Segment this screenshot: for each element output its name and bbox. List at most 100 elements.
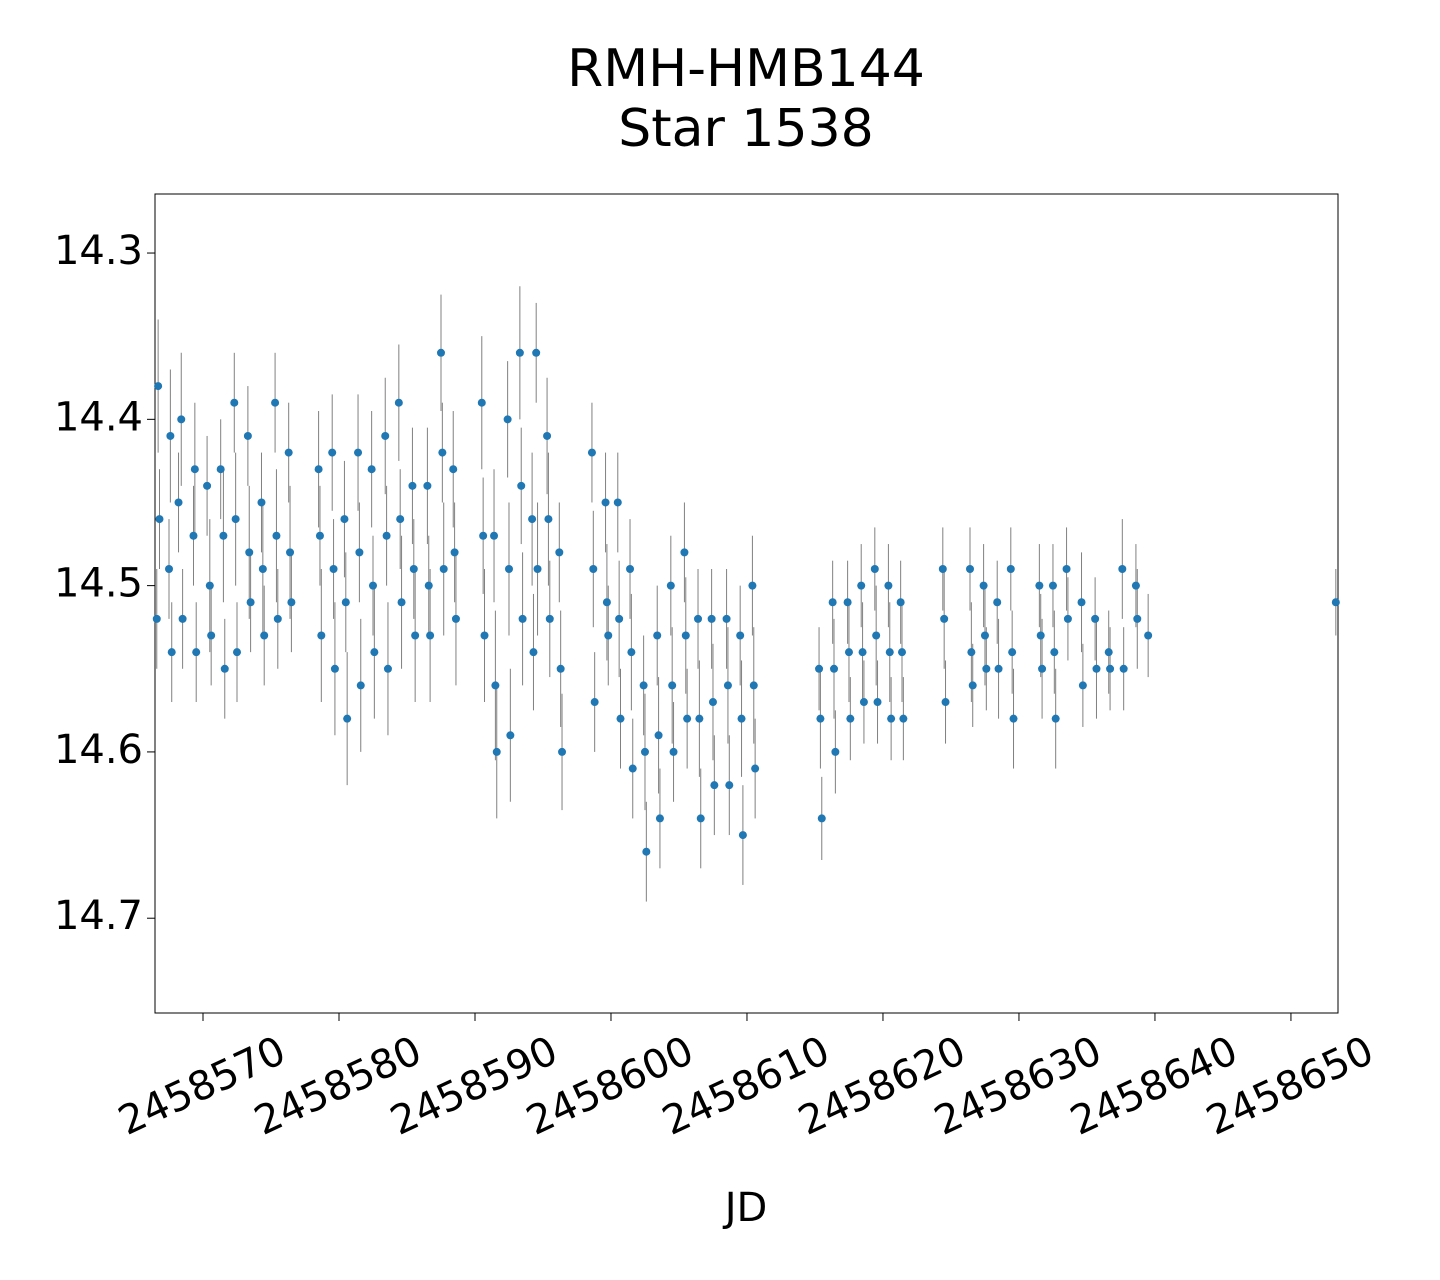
data-point: [613, 498, 622, 507]
data-point: [980, 631, 989, 640]
data-point: [370, 648, 379, 657]
data-point: [271, 398, 280, 407]
data-point: [887, 714, 896, 723]
data-point: [736, 631, 745, 640]
plot-frame: [154, 193, 1339, 1014]
data-point: [368, 581, 377, 590]
data-point: [828, 598, 837, 607]
data-point: [192, 648, 201, 657]
data-point: [203, 481, 212, 490]
data-point: [544, 515, 553, 524]
data-point: [532, 348, 541, 357]
data-point: [436, 348, 445, 357]
data-point: [1036, 631, 1045, 640]
data-point: [1144, 631, 1153, 640]
data-point: [451, 614, 460, 623]
data-point: [870, 564, 879, 573]
data-point: [273, 614, 282, 623]
data-point: [627, 648, 636, 657]
data-point: [1106, 664, 1115, 673]
data-point: [858, 648, 867, 657]
data-point: [383, 664, 392, 673]
data-point: [1006, 564, 1015, 573]
data-point: [518, 614, 527, 623]
data-point: [696, 814, 705, 823]
data-point: [426, 631, 435, 640]
data-point: [439, 564, 448, 573]
data-point: [968, 681, 977, 690]
data-point: [450, 548, 459, 557]
data-point: [846, 714, 855, 723]
data-point: [329, 564, 338, 573]
data-point: [1048, 581, 1057, 590]
data-point: [615, 614, 624, 623]
data-point: [284, 448, 293, 457]
data-point: [382, 531, 391, 540]
data-point: [1009, 714, 1018, 723]
data-point: [1078, 681, 1087, 690]
data-point: [994, 664, 1003, 673]
data-point: [219, 531, 228, 540]
data-point: [216, 465, 225, 474]
data-point: [166, 431, 175, 440]
data-point: [556, 664, 565, 673]
data-point: [707, 614, 716, 623]
data-point: [205, 581, 214, 590]
data-point: [354, 448, 363, 457]
data-point: [504, 564, 513, 573]
data-point: [230, 398, 239, 407]
data-point: [152, 614, 161, 623]
data-point: [982, 664, 991, 673]
data-point: [859, 698, 868, 707]
data-point: [529, 648, 538, 657]
data-point: [424, 581, 433, 590]
y-tick-label: 14.6: [54, 727, 143, 773]
data-point: [1035, 581, 1044, 590]
data-point: [340, 515, 349, 524]
data-point: [243, 431, 252, 440]
data-point: [590, 698, 599, 707]
data-point: [668, 681, 677, 690]
data-point: [601, 498, 610, 507]
data-point: [189, 531, 198, 540]
chart-subtitle: Star 1538: [618, 99, 874, 159]
data-point: [1091, 614, 1100, 623]
data-point: [381, 431, 390, 440]
data-point: [628, 764, 637, 773]
data-point: [367, 465, 376, 474]
data-point: [708, 698, 717, 707]
data-point: [642, 847, 651, 856]
data-point: [831, 747, 840, 756]
y-tick-label: 14.4: [54, 394, 143, 440]
data-point: [355, 548, 364, 557]
data-point: [941, 698, 950, 707]
data-point: [1008, 648, 1017, 657]
data-point: [655, 814, 664, 823]
data-point: [666, 581, 675, 590]
data-point: [1038, 664, 1047, 673]
data-point: [408, 481, 417, 490]
data-point: [616, 714, 625, 723]
data-point: [174, 498, 183, 507]
data-point: [1133, 614, 1142, 623]
data-point: [272, 531, 281, 540]
data-point: [1077, 598, 1086, 607]
data-point: [411, 631, 420, 640]
data-point: [155, 515, 164, 524]
data-point: [938, 564, 947, 573]
data-point: [896, 598, 905, 607]
data-point: [589, 564, 598, 573]
data-point: [979, 581, 988, 590]
data-point: [328, 448, 337, 457]
data-point: [817, 814, 826, 823]
data-point: [602, 598, 611, 607]
data-point: [167, 648, 176, 657]
data-point: [287, 598, 296, 607]
data-point: [409, 564, 418, 573]
y-tick-label: 14.5: [54, 561, 143, 607]
y-tick-label: 14.3: [54, 228, 143, 274]
data-point: [397, 598, 406, 607]
data-point: [639, 681, 648, 690]
data-point: [669, 747, 678, 756]
